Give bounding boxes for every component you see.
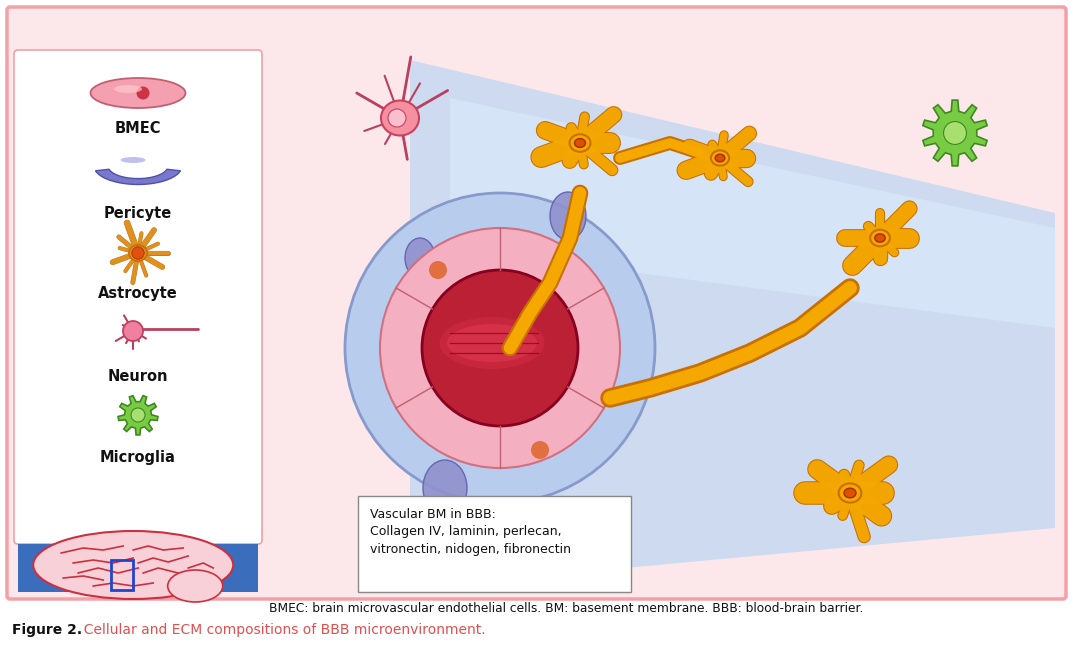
Text: Neuron: Neuron: [107, 369, 168, 384]
Ellipse shape: [574, 139, 586, 147]
Ellipse shape: [114, 85, 142, 93]
Circle shape: [429, 261, 447, 279]
FancyBboxPatch shape: [8, 7, 1065, 599]
Ellipse shape: [129, 245, 147, 261]
Text: Astrocyte: Astrocyte: [98, 286, 178, 301]
Ellipse shape: [839, 483, 862, 503]
Ellipse shape: [874, 234, 885, 242]
Text: Figure 2.: Figure 2.: [12, 623, 83, 637]
Polygon shape: [450, 98, 1055, 328]
Circle shape: [531, 441, 549, 459]
Circle shape: [388, 109, 406, 127]
Polygon shape: [410, 60, 1055, 588]
FancyBboxPatch shape: [14, 50, 262, 544]
Ellipse shape: [870, 229, 890, 246]
Ellipse shape: [716, 154, 724, 162]
Ellipse shape: [423, 460, 467, 516]
Text: Microglia: Microglia: [100, 450, 176, 465]
Ellipse shape: [711, 150, 730, 166]
Ellipse shape: [120, 157, 146, 163]
Circle shape: [346, 193, 655, 503]
Circle shape: [123, 321, 143, 341]
Bar: [112, 560, 133, 590]
Ellipse shape: [844, 488, 856, 498]
Ellipse shape: [90, 78, 186, 108]
Bar: [18, 544, 258, 592]
Ellipse shape: [440, 317, 544, 369]
Text: BMEC: BMEC: [115, 121, 161, 136]
Circle shape: [380, 228, 620, 468]
Circle shape: [132, 247, 144, 259]
Polygon shape: [118, 396, 158, 435]
Ellipse shape: [447, 324, 536, 362]
Circle shape: [131, 408, 145, 422]
Circle shape: [132, 247, 144, 259]
Polygon shape: [95, 169, 180, 185]
Ellipse shape: [405, 238, 435, 278]
Ellipse shape: [381, 100, 418, 135]
Circle shape: [136, 86, 149, 100]
Text: Cellular and ECM compositions of BBB microenvironment.: Cellular and ECM compositions of BBB mic…: [75, 623, 486, 637]
Text: Pericyte: Pericyte: [104, 206, 172, 221]
Polygon shape: [923, 100, 987, 166]
Ellipse shape: [167, 570, 223, 602]
Circle shape: [943, 122, 967, 145]
FancyBboxPatch shape: [358, 496, 631, 592]
Text: Vascular BM in BBB:
Collagen IV, laminin, perlecan,
vitronectin, nidogen, fibron: Vascular BM in BBB: Collagen IV, laminin…: [370, 508, 571, 556]
Text: BMEC: brain microvascular endothelial cells. BM: basement membrane. BBB: blood-b: BMEC: brain microvascular endothelial ce…: [269, 603, 864, 616]
Ellipse shape: [550, 192, 586, 240]
Ellipse shape: [33, 531, 233, 599]
Ellipse shape: [570, 134, 590, 152]
Ellipse shape: [129, 245, 147, 261]
Circle shape: [422, 270, 578, 426]
